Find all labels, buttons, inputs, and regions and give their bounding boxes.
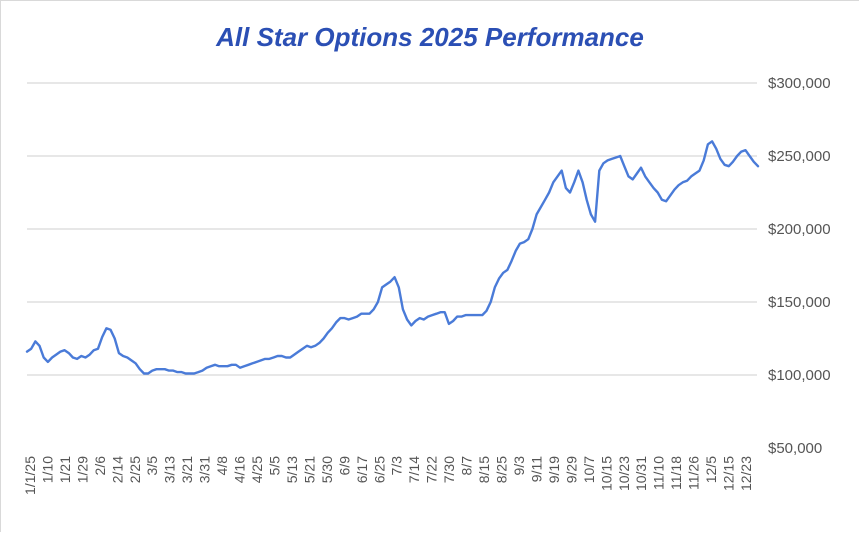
x-tick-label: 9/29 <box>563 456 579 483</box>
x-tick-label: 5/30 <box>319 456 335 483</box>
series-layer <box>25 140 760 375</box>
x-tick-label: 9/11 <box>528 456 544 482</box>
x-tick-label: 6/17 <box>354 456 370 483</box>
x-tick-label: 1/21 <box>57 456 73 483</box>
x-tick-label: 11/26 <box>686 456 702 490</box>
y-tick-label: $50,000 <box>768 440 822 457</box>
x-tick-label: 12/5 <box>703 456 719 483</box>
x-tick-label: 12/15 <box>721 456 737 491</box>
y-tick-label: $200,000 <box>768 221 831 238</box>
x-tick-label: 12/23 <box>738 456 754 491</box>
x-tick-label: 6/9 <box>336 456 352 476</box>
x-tick-label: 7/3 <box>389 456 405 476</box>
x-tick-label: 7/14 <box>406 456 422 483</box>
x-tick-label: 11/18 <box>668 456 684 490</box>
x-tick-label: 3/21 <box>179 456 195 483</box>
x-tick-label: 10/15 <box>598 456 614 491</box>
gridlines <box>27 82 757 376</box>
x-tick-label: 8/15 <box>476 456 492 483</box>
x-tick-label: 4/16 <box>232 456 248 483</box>
x-tick-label: 3/31 <box>197 456 213 483</box>
chart-title: All Star Options 2025 Performance <box>216 22 644 52</box>
x-tick-label: 1/29 <box>74 456 90 483</box>
x-tick-label: 5/5 <box>266 456 282 476</box>
x-tick-label: 9/3 <box>511 456 527 476</box>
y-tick-label: $100,000 <box>768 367 831 384</box>
x-tick-label: 4/25 <box>249 456 265 483</box>
x-tick-label: 5/13 <box>284 456 300 483</box>
x-tick-label: 7/30 <box>441 456 457 483</box>
x-tick-label: 3/13 <box>162 456 178 483</box>
y-tick-label: $250,000 <box>768 148 831 165</box>
x-tick-label: 1/10 <box>39 456 55 483</box>
x-tick-label: 6/25 <box>371 456 387 483</box>
x-tick-label: 2/25 <box>127 456 143 483</box>
y-tick-label: $150,000 <box>768 294 831 311</box>
x-tick-label: 10/31 <box>633 456 649 491</box>
x-tick-label: 8/25 <box>494 456 510 483</box>
y-axis-ticks: $300,000 $250,000 $200,000 $150,000 $100,000… <box>768 75 831 457</box>
x-tick-label: 11/10 <box>651 456 667 490</box>
x-tick-label: 10/23 <box>616 456 632 491</box>
y-tick-label: $300,000 <box>768 75 831 92</box>
x-tick-label: 9/19 <box>546 456 562 483</box>
x-tick-label: 4/8 <box>214 456 230 476</box>
x-tick-label: 10/7 <box>581 456 597 483</box>
x-tick-label: 3/5 <box>144 456 160 476</box>
x-tick-label: 2/6 <box>92 456 108 476</box>
x-tick-label: 7/22 <box>424 456 440 483</box>
x-tick-label: 8/7 <box>459 456 475 476</box>
x-tick-label: 2/14 <box>109 456 125 483</box>
x-tick-label: 5/21 <box>301 456 317 483</box>
x-axis-ticks: 1/1/25 1/10 1/21 1/29 2/6 2/14 2/25 3/5 3/13 3/21… <box>22 456 754 495</box>
series-line <box>25 140 760 375</box>
x-tick-label: 1/1/25 <box>22 456 38 495</box>
